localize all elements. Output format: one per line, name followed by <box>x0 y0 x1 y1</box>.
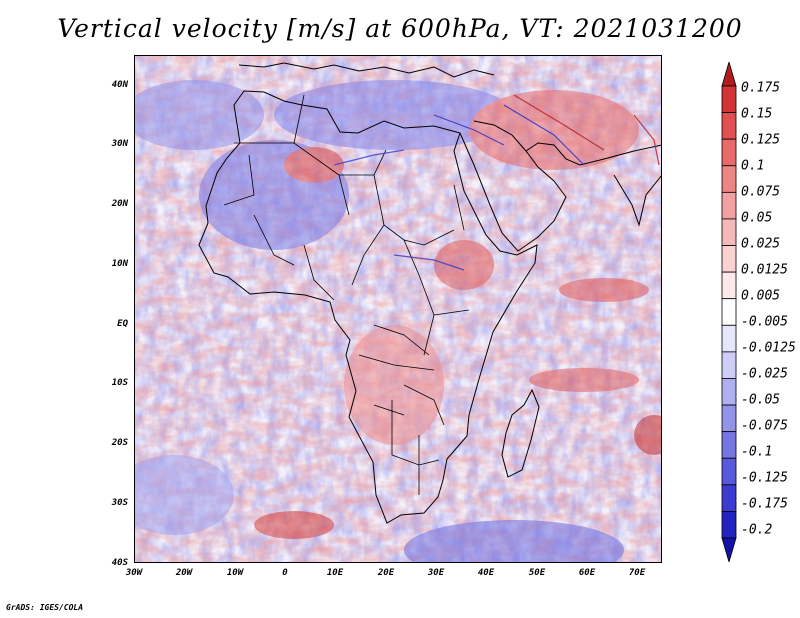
south-atlantic-rising-patch <box>254 511 334 539</box>
arabian-peninsula-coastline <box>459 120 567 252</box>
y-tick-label: 20S <box>111 438 128 448</box>
streak <box>433 114 505 146</box>
arabian-sea-rising-patch <box>559 278 649 302</box>
map-panel <box>134 55 662 563</box>
indian-ocean-rising-patch <box>529 368 639 392</box>
streak <box>333 149 405 166</box>
colorbar-segment <box>721 431 737 459</box>
border-line <box>223 94 470 495</box>
colorbar-segment <box>721 165 737 193</box>
cyclone-rising-patch <box>634 415 662 455</box>
x-tick-label: 10W <box>226 568 244 578</box>
y-tick-label: EQ <box>117 319 128 329</box>
colorbar-label: -0.05 <box>741 392 781 408</box>
southern-ocean-sinking-patch <box>404 520 624 563</box>
chart-title: Vertical velocity [m/s] at 600hPa, VT: 2… <box>57 14 743 43</box>
colorbar-segment <box>721 378 737 406</box>
colorbar-label: 0.05 <box>741 210 773 226</box>
congo-rising-patch <box>344 325 444 445</box>
y-tick-label: 10S <box>111 378 128 388</box>
y-tick-label: 10N <box>111 259 128 269</box>
colorbar-segment <box>721 191 737 220</box>
streak <box>393 254 465 271</box>
velocity-streaks <box>333 94 660 271</box>
x-tick-label: 30E <box>427 568 445 578</box>
colorbar-label: 0.025 <box>741 236 781 252</box>
x-tick-label: 70E <box>628 568 646 578</box>
colorbar-segment <box>721 351 737 379</box>
streak <box>513 94 605 151</box>
colorbar-segment <box>721 511 737 539</box>
india-coastline <box>613 174 662 227</box>
x-tick-label: 0 <box>282 568 288 578</box>
colorbar-segment <box>721 298 737 326</box>
colorbar-segment <box>721 218 737 246</box>
x-tick-label: 40E <box>477 568 495 578</box>
x-tick-label: 20W <box>175 568 193 578</box>
credit-label: GrADS: IGES/COLA <box>6 603 84 612</box>
north-atlantic-sinking-patch <box>134 80 264 150</box>
coastlines <box>198 62 662 524</box>
map-border <box>134 55 662 563</box>
madagascar-coastline <box>501 388 540 478</box>
x-tick-label: 50E <box>528 568 546 578</box>
middle-east-rising-patch <box>469 90 639 170</box>
sahara-rising-patch <box>284 147 344 183</box>
x-tick-label: 10E <box>326 568 344 578</box>
colorbar-label: -0.1 <box>741 444 773 460</box>
colorbar-segment <box>721 112 737 140</box>
colorbar-segment <box>721 324 737 353</box>
vertical-velocity-map <box>134 55 662 563</box>
colorbar-segment <box>721 271 737 300</box>
y-tick-label: 30S <box>111 498 128 508</box>
africa-coastline <box>198 90 538 524</box>
ethiopia-rising-patch <box>434 240 494 290</box>
colorbar-label: 0.15 <box>741 106 773 122</box>
x-tick-label: 20E <box>377 568 395 578</box>
y-tick-label: 40N <box>111 80 128 90</box>
y-tick-label: 20N <box>111 199 128 209</box>
streak <box>633 114 660 166</box>
colorbar-segment <box>721 138 737 167</box>
colorbar-label: -0.0125 <box>741 340 796 356</box>
colorbar-label: 0.005 <box>741 288 781 304</box>
europe-coastline <box>238 62 495 78</box>
colorbar-label: -0.005 <box>741 314 788 330</box>
colorbar-segment <box>721 404 737 433</box>
colorbar-segment <box>721 245 737 273</box>
southwest-sinking-patch <box>134 455 234 535</box>
colorbar-label: -0.025 <box>741 366 788 382</box>
colorbar-label: 0.1 <box>741 158 765 174</box>
colorbar-label: 0.125 <box>741 132 781 148</box>
colorbar-label: -0.125 <box>741 470 788 486</box>
country-borders <box>223 94 470 495</box>
x-tick-label: 60E <box>578 568 596 578</box>
colorbar-label: 0.0125 <box>741 262 788 278</box>
colorbar-label: -0.175 <box>741 496 788 512</box>
colorbar-label: -0.2 <box>741 522 773 538</box>
y-tick-label: 40S <box>111 558 128 568</box>
persian-gulf-coastline <box>525 142 662 166</box>
colorbar-bar <box>721 62 737 562</box>
x-tick-label: 30W <box>125 568 143 578</box>
colorbar-bottom-arrow <box>721 537 737 562</box>
colorbar-label: 0.175 <box>741 80 781 96</box>
colorbar-segment <box>721 85 737 113</box>
colorbar-top-arrow <box>721 62 737 87</box>
streak <box>503 104 585 166</box>
y-tick-label: 30N <box>111 139 128 149</box>
mediterranean-sinking-patch <box>274 80 514 150</box>
colorbar-segment <box>721 457 737 486</box>
colorbar-segment <box>721 484 737 512</box>
colorbar-label: -0.075 <box>741 418 788 434</box>
colorbar-label: 0.075 <box>741 184 781 200</box>
